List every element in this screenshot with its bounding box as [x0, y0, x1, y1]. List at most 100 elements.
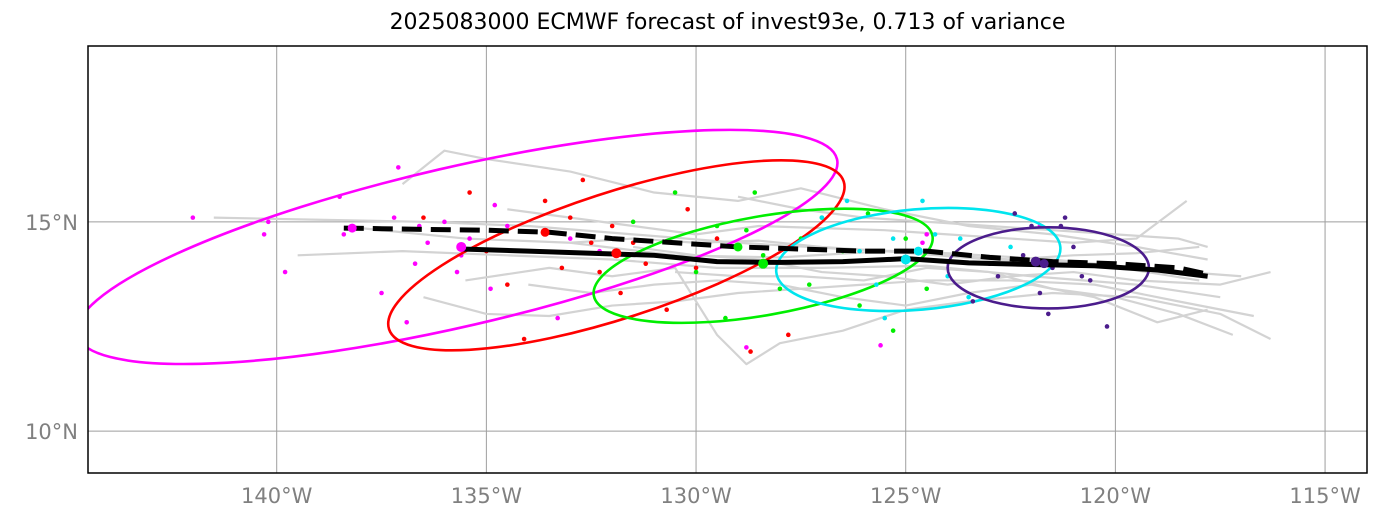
member-position-magenta: [492, 202, 498, 208]
x-tick-label: 135°W: [451, 484, 523, 508]
member-position-purple: [1071, 244, 1076, 250]
member-position-magenta: [920, 240, 925, 246]
mean-position-red: [611, 248, 622, 259]
plot-frame: [87, 45, 1368, 474]
member-position-green: [903, 236, 909, 241]
ensemble-track: [507, 200, 1188, 244]
member-position-purple: [1037, 290, 1043, 296]
member-position-red: [542, 198, 548, 204]
member-position-cyan: [920, 198, 925, 204]
mean-position-magenta: [456, 241, 467, 252]
member-position-green: [760, 253, 766, 258]
ensemble-track: [737, 195, 1208, 248]
member-position-red: [567, 215, 573, 220]
mean-tracks: [343, 223, 1209, 279]
member-position-green: [890, 328, 896, 333]
ensemble-track: [633, 245, 1271, 286]
y-tick-label: 10°N: [25, 420, 78, 444]
member-position-purple: [1045, 311, 1051, 317]
member-position-magenta: [379, 290, 384, 296]
member-position-red: [786, 332, 791, 338]
mean-position-cyan: [900, 254, 911, 265]
member-position-magenta: [425, 240, 430, 246]
member-position-red: [521, 336, 527, 342]
member-position-magenta: [190, 215, 196, 220]
member-position-red: [618, 290, 623, 296]
member-position-cyan: [844, 198, 850, 204]
member-position-green: [630, 219, 636, 225]
member-position-magenta: [488, 286, 493, 292]
member-position-magenta: [442, 219, 447, 225]
ensemble-track: [401, 149, 1208, 261]
member-position-red: [467, 190, 472, 195]
x-tick-label: 115°W: [1289, 484, 1361, 508]
member-position-cyan: [874, 282, 879, 287]
member-position-magenta: [454, 269, 460, 275]
mean-position-green: [758, 258, 769, 269]
member-position-purple: [1020, 253, 1026, 258]
day-groups: [88, 128, 1151, 366]
member-position-red: [609, 223, 615, 229]
member-position-red: [664, 307, 669, 313]
member-position-magenta: [555, 315, 560, 321]
deterministic-track-line: [343, 225, 1209, 277]
x-tick-label: 130°W: [660, 484, 732, 508]
member-position-green: [924, 286, 929, 292]
member-position-purple: [995, 273, 1001, 279]
member-position-cyan: [882, 315, 888, 321]
member-position-red: [580, 177, 586, 183]
member-position-green: [723, 315, 728, 321]
ensemble-tracks: [213, 149, 1272, 366]
member-position-cyan: [966, 294, 971, 300]
member-position-red: [597, 269, 602, 275]
member-position-green: [806, 282, 812, 287]
uncertainty-ellipse-magenta: [88, 128, 839, 366]
deterministic-position-magenta: [347, 223, 357, 233]
member-position-green: [857, 303, 862, 308]
mean-track-line: [461, 246, 1208, 279]
member-position-red: [643, 261, 649, 266]
member-position-magenta: [396, 165, 401, 170]
member-position-magenta: [261, 232, 267, 237]
member-position-purple: [1058, 223, 1064, 229]
member-position-magenta: [878, 343, 883, 348]
member-position-red: [588, 240, 594, 246]
ensemble-track: [297, 250, 1221, 299]
chart-title: 2025083000 ECMWF forecast of invest93e, …: [389, 10, 1066, 35]
ensemble-track: [675, 266, 1234, 336]
member-position-green: [714, 223, 720, 229]
member-position-green: [777, 286, 783, 292]
member-position-red: [421, 215, 426, 220]
member-position-purple: [1087, 278, 1093, 283]
uncertainty-ellipse-cyan: [774, 206, 1062, 313]
member-position-purple: [1062, 215, 1068, 220]
uncertainty-ellipse-green: [592, 207, 934, 325]
deterministic-position-purple: [1039, 259, 1049, 269]
member-position-red: [505, 282, 510, 287]
member-position-purple: [1079, 273, 1085, 279]
deterministic-position-green: [733, 242, 743, 252]
member-position-red: [559, 265, 565, 271]
member-position-magenta: [924, 232, 929, 237]
x-tick-label: 125°W: [870, 484, 942, 508]
member-position-magenta: [467, 236, 472, 241]
deterministic-position-cyan: [913, 246, 923, 256]
deterministic-position-red: [540, 227, 550, 237]
y-tick-label: 15°N: [25, 211, 78, 235]
member-position-magenta: [391, 215, 397, 220]
member-position-magenta: [505, 223, 510, 229]
member-position-cyan: [957, 236, 963, 241]
member-position-red: [714, 236, 720, 241]
axis-ticks: 140°W 135°W 130°W 125°W 120°W 115°W 10°N 15°N: [25, 211, 1361, 508]
member-position-magenta: [744, 345, 749, 350]
ensemble-track: [465, 266, 1272, 366]
member-position-cyan: [890, 236, 896, 241]
member-position-purple: [1029, 223, 1034, 229]
member-position-purple: [970, 299, 976, 304]
member-position-red: [748, 349, 753, 354]
member-position-green: [672, 190, 678, 195]
member-position-magenta: [337, 194, 342, 200]
member-position-red: [693, 265, 699, 271]
mean-position-purple: [1030, 256, 1041, 267]
